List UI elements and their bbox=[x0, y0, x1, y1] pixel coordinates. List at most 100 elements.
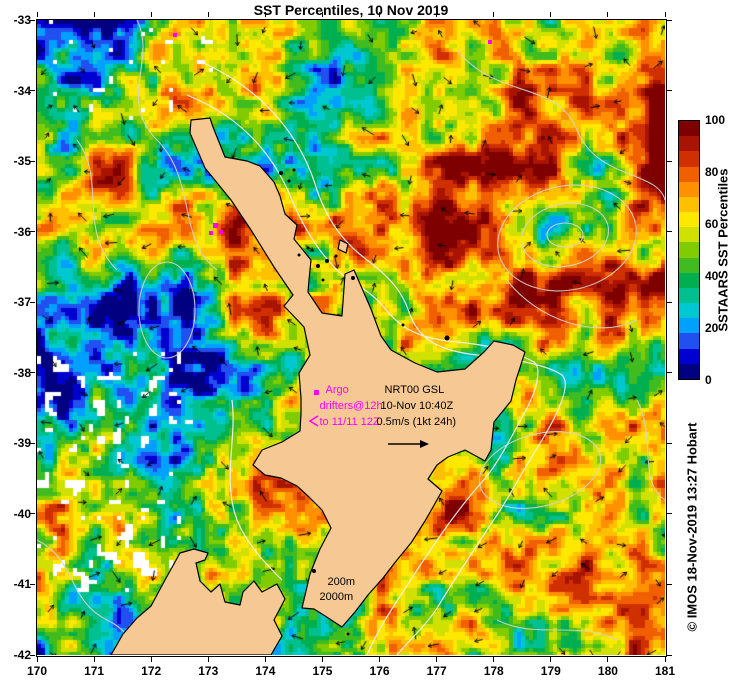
colorbar-segment bbox=[679, 181, 699, 197]
colorbar-segment bbox=[679, 318, 699, 334]
axis-tick bbox=[36, 657, 38, 662]
axis-tick bbox=[150, 657, 152, 662]
colorbar-tick-label: 40 bbox=[705, 269, 719, 283]
axis-tick bbox=[36, 12, 38, 17]
map-plot: Argo NRT00 GSL drifters@12h 10-Nov 10:40… bbox=[35, 18, 667, 657]
x-tick-label: 171 bbox=[84, 664, 105, 678]
axis-tick bbox=[321, 12, 323, 17]
colorbar-segment bbox=[679, 257, 699, 273]
ssh-contours bbox=[36, 19, 665, 655]
axis-tick bbox=[607, 12, 609, 17]
axis-tick bbox=[493, 657, 495, 662]
axis-tick bbox=[667, 442, 672, 444]
argo-label: Argo bbox=[325, 383, 349, 396]
axis-tick bbox=[30, 90, 35, 92]
x-tick-label: 172 bbox=[141, 664, 162, 678]
axis-tick bbox=[667, 19, 672, 21]
x-tick-label: 174 bbox=[255, 664, 276, 678]
colorbar-segment bbox=[679, 363, 699, 379]
axis-tick bbox=[379, 12, 381, 17]
axis-tick bbox=[93, 12, 95, 17]
colorbar-segment bbox=[679, 333, 699, 349]
colorbar-segment bbox=[679, 272, 699, 288]
axis-tick bbox=[150, 12, 152, 17]
y-tick-label: -40 bbox=[13, 506, 31, 521]
great-barrier-island bbox=[336, 238, 349, 254]
axis-tick bbox=[30, 19, 35, 21]
axis-tick bbox=[550, 12, 552, 17]
chart-title: SST Percentiles, 10 Nov 2019 bbox=[253, 2, 449, 18]
colorbar-tick-label: 100 bbox=[705, 113, 726, 127]
axis-tick bbox=[607, 657, 609, 662]
colorbar bbox=[678, 120, 700, 380]
axis-tick bbox=[664, 657, 666, 662]
axis-tick bbox=[493, 12, 495, 17]
axis-tick bbox=[664, 12, 666, 17]
y-tick-label: -42 bbox=[13, 648, 31, 662]
island-dots bbox=[278, 168, 449, 635]
colorbar-segment bbox=[679, 212, 699, 228]
colorbar-segment bbox=[679, 242, 699, 258]
y-tick-label: -36 bbox=[13, 224, 31, 239]
x-tick-label: 180 bbox=[597, 664, 618, 678]
x-tick-label: 170 bbox=[26, 664, 48, 678]
colorbar-segment bbox=[679, 348, 699, 364]
axis-tick bbox=[667, 654, 672, 656]
axis-tick bbox=[667, 372, 672, 374]
colorbar-segment bbox=[679, 227, 699, 243]
y-tick-label: -35 bbox=[13, 154, 31, 169]
nrt-label: NRT00 GSL bbox=[384, 383, 445, 396]
axis-tick bbox=[436, 12, 438, 17]
axis-tick bbox=[550, 657, 552, 662]
axis-tick bbox=[30, 231, 35, 233]
axis-tick bbox=[30, 372, 35, 374]
axis-tick bbox=[667, 160, 672, 162]
datetime-label: 10-Nov 10:40Z bbox=[380, 399, 454, 412]
land bbox=[109, 116, 526, 655]
x-tick-label: 176 bbox=[369, 664, 390, 678]
contour-2000m-label: 2000m bbox=[319, 590, 354, 603]
axis-tick bbox=[667, 583, 672, 585]
colorbar-segment bbox=[679, 196, 699, 213]
drifters-to-label: to 11/11 12Z bbox=[319, 415, 380, 428]
colorbar-segment bbox=[679, 136, 699, 152]
axis-tick bbox=[207, 657, 209, 662]
scale-arrow bbox=[387, 439, 429, 448]
colorbar-title: SSTAARS SST Percentiles bbox=[715, 168, 731, 332]
axis-tick bbox=[667, 301, 672, 303]
axis-tick bbox=[667, 513, 672, 515]
x-tick-label: 178 bbox=[483, 664, 504, 678]
axis-tick bbox=[321, 657, 323, 662]
axis-tick bbox=[379, 657, 381, 662]
credit-text: © IMOS 18-Nov-2019 13:27 Hobart bbox=[684, 422, 700, 632]
axis-tick bbox=[667, 231, 672, 233]
map-overlay bbox=[36, 19, 665, 655]
y-tick-label: -39 bbox=[13, 436, 31, 451]
south-island bbox=[109, 547, 286, 655]
axis-tick bbox=[667, 90, 672, 92]
colorbar-tick-label: 80 bbox=[705, 165, 719, 179]
colorbar-tick-label: 0 bbox=[705, 373, 712, 387]
axis-tick bbox=[93, 657, 95, 662]
colorbar-segment bbox=[679, 121, 699, 137]
x-tick-label: 179 bbox=[540, 664, 561, 678]
axis-tick bbox=[30, 301, 35, 303]
y-tick-label: -34 bbox=[13, 83, 31, 98]
north-island bbox=[188, 116, 526, 628]
colorbar-segment bbox=[679, 287, 699, 304]
x-tick-label: 177 bbox=[426, 664, 447, 678]
axis-tick bbox=[30, 160, 35, 162]
colorbar-tick-label: 20 bbox=[705, 321, 719, 335]
x-tick-label: 181 bbox=[654, 664, 676, 678]
axis-tick bbox=[264, 12, 266, 17]
drifter-track-marker bbox=[308, 414, 318, 427]
drifters-label: drifters@12h bbox=[319, 399, 383, 412]
argo-float-markers bbox=[172, 32, 492, 395]
axis-tick bbox=[30, 583, 35, 585]
axis-tick bbox=[30, 442, 35, 444]
scale-label: 0.5m/s (1kt 24h) bbox=[376, 415, 456, 428]
axis-tick bbox=[264, 657, 266, 662]
axis-tick bbox=[207, 12, 209, 17]
colorbar-segment bbox=[679, 166, 699, 182]
